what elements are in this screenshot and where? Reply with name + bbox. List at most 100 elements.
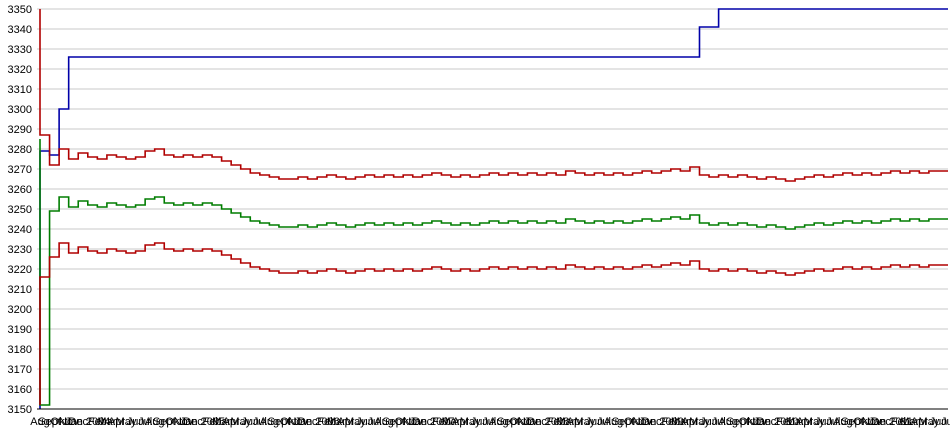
x-axis-month-label: Jun — [815, 416, 833, 428]
x-axis-month-label: Sept — [382, 416, 405, 428]
x-axis-month-label: Jul — [597, 416, 611, 428]
x-axis-month-label: Apr — [911, 416, 928, 428]
x-axis-month-label: Feb — [88, 416, 107, 428]
x-axis-month-label: Apr — [796, 416, 813, 428]
x-axis-month-label: Jul — [367, 416, 381, 428]
x-axis-month-label: Feb — [317, 416, 336, 428]
x-axis-month-label: Dec — [871, 416, 891, 428]
x-axis-month-label: Dec — [68, 416, 88, 428]
x-axis-month-label: Aug — [374, 416, 394, 428]
x-axis-month-label: Jul — [138, 416, 152, 428]
x-axis-month-label: May — [116, 416, 137, 428]
series-lower-red-line — [39, 242, 948, 405]
x-axis-month-label: May — [460, 416, 481, 428]
x-axis-month-label: Apr — [567, 416, 584, 428]
x-axis-month-label: Dec — [413, 416, 433, 428]
y-axis-tick-label: 3200 — [8, 304, 32, 316]
x-axis-month-label: Okt — [624, 416, 641, 428]
x-axis-month-label: Mar — [900, 416, 919, 428]
x-axis-month-label: Jun — [700, 416, 718, 428]
y-axis-tick-label: 3160 — [8, 384, 32, 396]
x-axis-month-label: Jul — [941, 416, 950, 428]
x-axis-month-label: Mar — [327, 416, 346, 428]
x-axis-month-label: Jan 2010 — [753, 416, 798, 428]
series-top-blue-line — [39, 8, 948, 409]
x-axis-month-label: Feb — [547, 416, 566, 428]
y-axis-tick-label: 3230 — [8, 244, 32, 256]
x-axis-month-label: Jan 2006 — [295, 416, 340, 428]
x-axis-month-label: Okt — [853, 416, 870, 428]
x-axis-month-label: Dec — [298, 416, 318, 428]
x-axis-month-label: Jan 2008 — [524, 416, 569, 428]
x-axis-month-label: Nov — [518, 416, 538, 428]
x-axis-month-label: Dec — [527, 416, 547, 428]
x-axis-month-label: Jan 2011 — [868, 416, 912, 428]
series-middle-green-line — [39, 139, 948, 406]
x-axis-month-label: Sept — [38, 416, 61, 428]
x-axis-month-label: Jul — [712, 416, 726, 428]
x-axis-month-label: Jan 2004 — [65, 416, 110, 428]
x-axis-month-label: Jul — [253, 416, 267, 428]
x-axis-month-label: Feb — [776, 416, 795, 428]
y-axis-tick-label: 3310 — [8, 84, 32, 96]
x-axis-month-label: Nov — [747, 416, 767, 428]
x-axis-month-label: Apr — [223, 416, 240, 428]
x-axis-month-label: Dec — [757, 416, 777, 428]
series-lines — [39, 8, 948, 409]
x-axis-month-label: Jun — [127, 416, 145, 428]
x-axis-month-label: Aug — [489, 416, 509, 428]
y-axis-tick-label: 3180 — [8, 344, 32, 356]
x-axis-month-label: Apr — [681, 416, 698, 428]
x-axis-month-label: Aug — [145, 416, 165, 428]
y-axis-tick-label: 3280 — [8, 144, 32, 156]
x-axis-month-label: Feb — [891, 416, 910, 428]
y-axis-tick-label: 3170 — [8, 364, 32, 376]
y-axis-tick-label: 3300 — [8, 104, 32, 116]
x-axis-month-label: Aug — [604, 416, 624, 428]
y-axis-tick-label: 3190 — [8, 324, 32, 336]
x-axis-month-label: Mar — [671, 416, 690, 428]
x-axis-month-label: Jan 2007 — [409, 416, 454, 428]
x-axis-month-label: Mar — [97, 416, 116, 428]
x-axis-month-label: Jun — [241, 416, 259, 428]
x-axis-month-label: Okt — [739, 416, 756, 428]
x-axis-month-label: May — [345, 416, 366, 428]
y-axis-tick-label: 3260 — [8, 184, 32, 196]
x-axis-month-label: Sept — [841, 416, 864, 428]
x-axis-month-label: Mar — [786, 416, 805, 428]
x-axis-month-label: Nov — [59, 416, 79, 428]
x-axis-month-label: May — [918, 416, 939, 428]
x-axis-month-label: Jun — [585, 416, 603, 428]
x-axis-month-label: May — [574, 416, 595, 428]
x-axis-month-label: Sept — [153, 416, 176, 428]
y-axis-tick-label: 3220 — [8, 264, 32, 276]
x-axis-month-label: May — [804, 416, 825, 428]
y-axis-tick-label: 3350 — [8, 4, 32, 16]
x-axis-month-label: Okt — [280, 416, 297, 428]
series-upper-red-line — [39, 9, 948, 182]
x-axis-month-label: Nov — [862, 416, 882, 428]
y-axis-tick-label: 3320 — [8, 64, 32, 76]
x-axis-month-label: Feb — [661, 416, 680, 428]
x-axis-month-label: Apr — [108, 416, 125, 428]
y-axis-tick-label: 3330 — [8, 44, 32, 56]
x-axis-month-label: Aug — [30, 416, 50, 428]
x-axis-month-label: Jun — [930, 416, 948, 428]
x-axis-month-label: Mar — [212, 416, 231, 428]
x-axis-month-label: Aug — [718, 416, 738, 428]
x-axis-month-label: Mar — [556, 416, 575, 428]
y-axis-tick-label: 3270 — [8, 164, 32, 176]
x-axis-month-label: Jul — [482, 416, 496, 428]
x-axis-month-label: Sept — [612, 416, 635, 428]
x-axis-month-label: Aug — [260, 416, 280, 428]
y-axis-tick-label: 3240 — [8, 224, 32, 236]
y-axis-tick-label: 3250 — [8, 204, 32, 216]
x-axis-month-label: Sept — [726, 416, 749, 428]
x-axis-month-label: Nov — [288, 416, 308, 428]
x-axis-month-label: Okt — [509, 416, 526, 428]
y-axis-tick-label: 3290 — [8, 124, 32, 136]
gridlines — [37, 8, 948, 390]
x-axis-month-label: Aug — [833, 416, 853, 428]
x-axis-month-label: Jan 2009 — [639, 416, 684, 428]
